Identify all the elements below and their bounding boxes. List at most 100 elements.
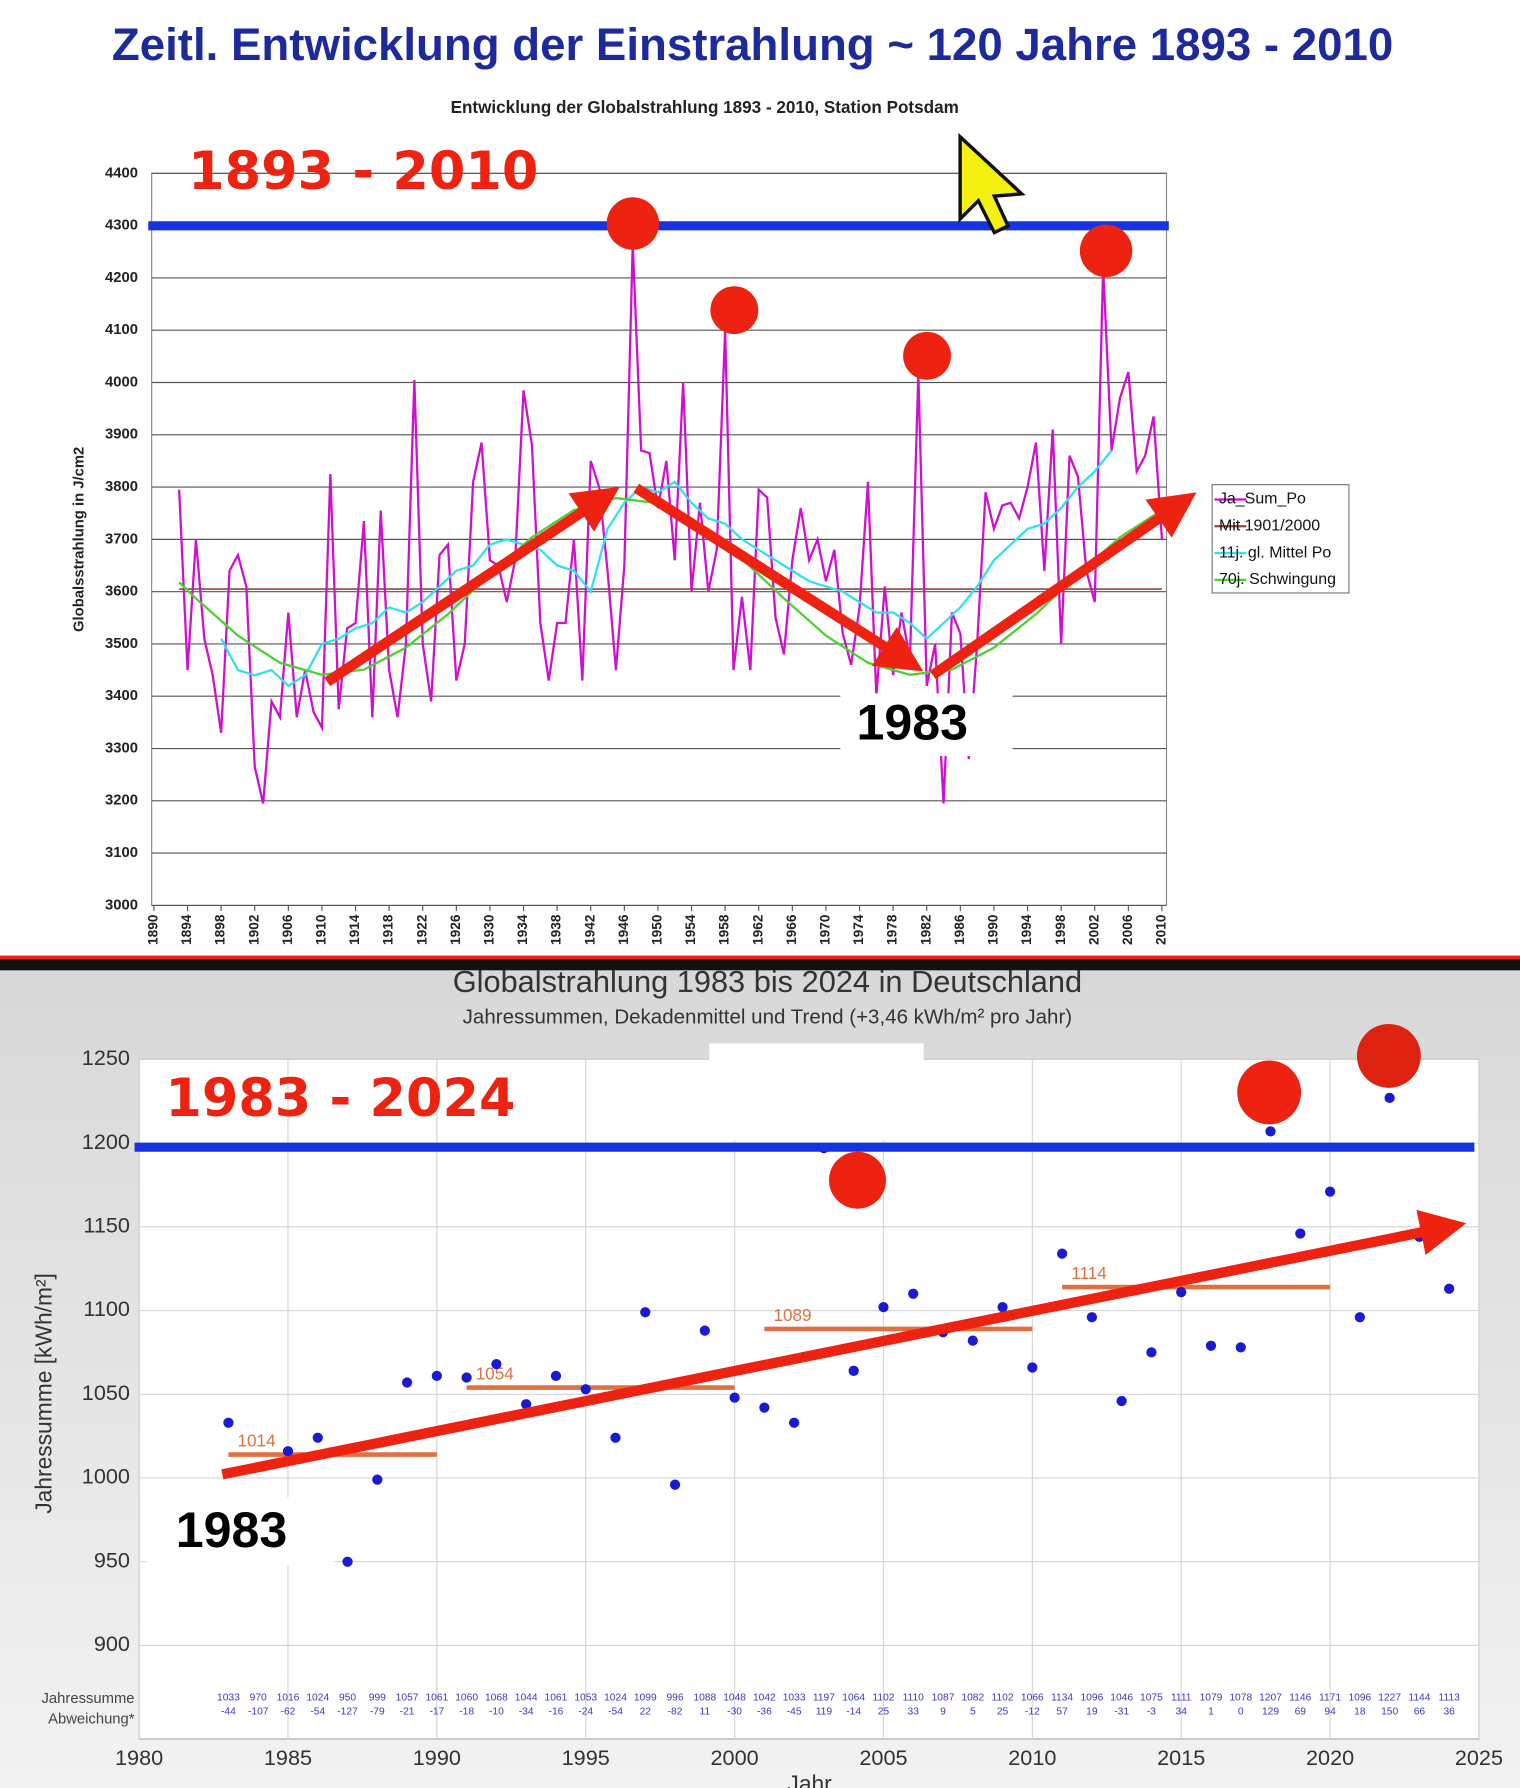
x-tick-label: 1946 <box>616 914 631 945</box>
row-deviation: -79 <box>370 1706 385 1717</box>
row-value: 1088 <box>693 1693 716 1704</box>
x-tick-label: 1926 <box>448 914 463 945</box>
point <box>282 1446 294 1457</box>
x-tick-label: 1962 <box>750 914 765 945</box>
circle <box>1237 1060 1302 1125</box>
x-tick-label: 1894 <box>179 914 194 945</box>
row-value: 1024 <box>604 1693 627 1704</box>
y-tick-label: 3800 <box>105 479 138 495</box>
row-deviation: -30 <box>727 1706 742 1717</box>
row-deviation: 5 <box>970 1706 976 1717</box>
x-tick-label: 1906 <box>280 914 295 945</box>
x-tick-label: 1974 <box>851 914 866 945</box>
x-tick-label: 1966 <box>784 914 799 945</box>
row-value: 1033 <box>217 1693 240 1704</box>
x-tick-label: 1994 <box>1019 914 1034 945</box>
y-tick-label: 1000 <box>82 1464 130 1489</box>
x-tick-label: 2010 <box>1008 1745 1056 1770</box>
label-box <box>145 1497 335 1566</box>
label-box <box>840 693 1013 757</box>
row-deviation: -45 <box>787 1706 802 1717</box>
separator <box>0 958 1520 971</box>
row-value: 1068 <box>485 1693 508 1704</box>
circle <box>606 197 660 250</box>
row-value: 1207 <box>1259 1693 1282 1704</box>
row-deviation: -54 <box>310 1706 325 1717</box>
row-value: 1016 <box>277 1693 300 1704</box>
x-tick-label: 1934 <box>515 914 530 945</box>
point <box>1056 1248 1068 1259</box>
x-tick-label: 2015 <box>1157 1745 1205 1770</box>
row-deviation: 11 <box>700 1706 711 1717</box>
row-deviation: -24 <box>578 1706 593 1717</box>
point <box>1205 1340 1217 1351</box>
row-value: 1134 <box>1051 1693 1073 1704</box>
y-tick-label: 3200 <box>105 793 138 809</box>
y-tick-label: 1050 <box>82 1380 130 1405</box>
x-tick-label: 1982 <box>918 914 933 945</box>
y-tick-label: 1150 <box>83 1213 130 1238</box>
x-tick-label: 1942 <box>582 914 597 945</box>
chart-title: Entwicklung der Globalstrahlung 1893 - 2… <box>451 98 959 117</box>
point <box>1235 1342 1246 1353</box>
point <box>580 1384 591 1395</box>
x-tick-label: 2025 <box>1455 1745 1503 1770</box>
point <box>1384 1092 1395 1103</box>
decade-mean-label: 1089 <box>773 1306 811 1325</box>
row-deviation: -14 <box>846 1706 861 1717</box>
annotation: 1983 <box>176 1502 288 1558</box>
arrow <box>324 486 620 687</box>
row-value: 1087 <box>932 1693 955 1704</box>
y-tick-label: 3700 <box>105 531 138 547</box>
row-deviation: 119 <box>816 1706 833 1717</box>
point <box>1295 1228 1306 1239</box>
x-tick-label: 1998 <box>1053 914 1068 945</box>
y-tick-label: 3600 <box>105 584 138 600</box>
row-value: 996 <box>666 1693 683 1704</box>
row-deviation: 9 <box>940 1706 946 1717</box>
row-value: 1066 <box>1021 1693 1044 1704</box>
row-value: 1099 <box>634 1693 657 1704</box>
decade-mean-label: 1054 <box>476 1365 514 1384</box>
chart-title: Globalstrahlung 1983 bis 2024 in Deutsch… <box>453 964 1082 999</box>
row-value: 1057 <box>396 1693 419 1704</box>
row-deviation: -3 <box>1147 1706 1156 1717</box>
row-deviation: -31 <box>1114 1706 1129 1717</box>
row-deviation: -12 <box>1025 1706 1040 1717</box>
point <box>878 1302 889 1313</box>
row-value: 1061 <box>545 1693 568 1704</box>
x-tick-label: 1990 <box>413 1745 461 1770</box>
legend-label: Ja_Sum_Po <box>1219 491 1306 508</box>
row-label: Jahressumme <box>42 1691 135 1707</box>
page-title: Zeitl. Entwicklung der Einstrahlung ~ 12… <box>112 19 1393 70</box>
row-deviation: 129 <box>1262 1706 1279 1717</box>
point <box>759 1402 770 1413</box>
point <box>908 1288 919 1299</box>
row-deviation: -82 <box>668 1706 683 1717</box>
x-tick-label: 1978 <box>885 914 900 945</box>
row-value: 1053 <box>574 1693 597 1704</box>
circle <box>710 286 759 335</box>
row-deviation: 25 <box>997 1706 1009 1717</box>
row-value: 1075 <box>1140 1693 1163 1704</box>
highlight-circles <box>606 197 1421 1209</box>
row-value: 1044 <box>515 1693 538 1704</box>
row-deviation: 66 <box>1414 1706 1426 1717</box>
point <box>1176 1286 1187 1298</box>
point <box>789 1417 800 1428</box>
row-deviation: 150 <box>1381 1706 1398 1717</box>
x-tick-label: 1950 <box>650 914 665 945</box>
y-tick-label: 1100 <box>83 1296 130 1321</box>
row-value: 1144 <box>1408 1693 1430 1704</box>
legend-label: 11j. gl. Mittel Po <box>1219 544 1331 561</box>
point <box>699 1325 710 1336</box>
row-deviation: -127 <box>337 1706 358 1717</box>
point <box>372 1474 383 1485</box>
row-deviation: 57 <box>1056 1706 1068 1717</box>
row-value: 1042 <box>753 1693 776 1704</box>
y-axis-label: Jahressumme [kWh/m²] <box>31 1273 57 1514</box>
row-value: 1146 <box>1289 1693 1311 1704</box>
x-tick-label: 1980 <box>115 1745 163 1770</box>
